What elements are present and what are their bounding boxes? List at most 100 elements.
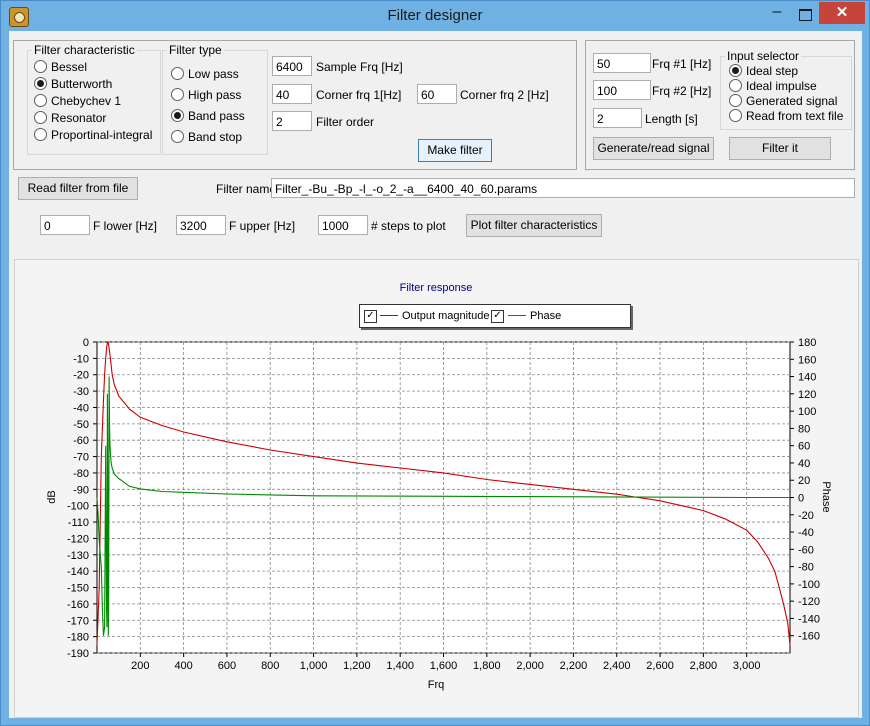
x-tick-label: 600 xyxy=(218,660,236,672)
radio-band-pass[interactable]: Band pass xyxy=(171,108,245,124)
y-tick-label: -20 xyxy=(73,370,89,382)
filter-it-button[interactable]: Filter it xyxy=(729,137,831,160)
magnitude-line xyxy=(96,340,791,645)
frq1-input[interactable]: 50 xyxy=(593,53,651,73)
radio-indicator xyxy=(729,94,742,107)
y2-tick-label: -20 xyxy=(798,510,814,522)
y2-tick-label: 120 xyxy=(798,389,816,401)
y-tick-label: -140 xyxy=(67,566,89,578)
y-axis-label: dB xyxy=(46,490,58,503)
radio-generated-signal[interactable]: Generated signal xyxy=(729,93,837,109)
radio-label: Band pass xyxy=(188,109,245,123)
y-tick-label: -130 xyxy=(67,550,89,562)
radio-label: Generated signal xyxy=(746,94,838,108)
radio-ideal-step[interactable]: Ideal step xyxy=(729,63,798,79)
radio-indicator xyxy=(729,109,742,122)
radio-indicator xyxy=(171,67,184,80)
title-bar: Filter designer – ✕ xyxy=(1,1,869,31)
filter-name-input[interactable]: Filter_-Bu_-Bp_-l_-o_2_-a__6400_40_60.pa… xyxy=(271,178,855,198)
radio-band-stop[interactable]: Band stop xyxy=(171,129,242,145)
steps-input[interactable]: 1000 xyxy=(318,215,368,235)
radio-label: Butterworth xyxy=(51,77,113,91)
maximize-button[interactable] xyxy=(791,3,819,25)
radio-resonator[interactable]: Resonator xyxy=(34,110,106,126)
radio-label: Ideal step xyxy=(746,64,799,78)
f-upper-label: F upper [Hz] xyxy=(229,219,296,233)
magnitude-legend-label: Output magnitude xyxy=(402,310,490,322)
magnitude-legend-swatch xyxy=(380,315,398,316)
filter-order-input[interactable]: 2 xyxy=(272,111,312,131)
radio-indicator xyxy=(34,111,47,124)
make-filter-button[interactable]: Make filter xyxy=(418,139,492,162)
frq2-input[interactable]: 100 xyxy=(593,80,651,100)
radio-high-pass[interactable]: High pass xyxy=(171,87,241,103)
radio-bessel[interactable]: Bessel xyxy=(34,59,87,75)
x-tick-label: 3,000 xyxy=(733,660,761,672)
y2-tick-label: 40 xyxy=(798,458,810,470)
radio-ideal-impulse[interactable]: Ideal impulse xyxy=(729,78,817,94)
chart-axes: 200 400 600 800 1,000 1,200 1,400 1,600 1,800 2,0… xyxy=(67,337,820,672)
magnitude-legend-checkbox[interactable]: ✓ xyxy=(364,310,377,323)
y-tick-label: -40 xyxy=(73,402,89,414)
y-tick-label: -90 xyxy=(73,484,89,496)
minimize-button[interactable]: – xyxy=(772,3,782,20)
radio-butterworth[interactable]: Butterworth xyxy=(34,76,112,92)
y2-tick-label: 80 xyxy=(798,423,810,435)
radio-chebychev[interactable]: Chebychev 1 xyxy=(34,93,121,109)
x-tick-label: 1,000 xyxy=(300,660,328,672)
y-tick-label: -70 xyxy=(73,452,89,464)
corner-frq-1-input[interactable]: 40 xyxy=(272,84,312,104)
phase-line xyxy=(96,376,790,636)
y-tick-label: -170 xyxy=(67,615,89,627)
y-tick-label: -150 xyxy=(67,583,89,595)
x-tick-label: 1,800 xyxy=(473,660,501,672)
radio-label: Read from text file xyxy=(746,109,844,123)
y2-tick-label: -100 xyxy=(798,579,820,591)
f-lower-input[interactable]: 0 xyxy=(40,215,90,235)
radio-label: Bessel xyxy=(51,60,88,74)
y2-tick-label: -120 xyxy=(798,596,820,608)
corner-frq-1-label: Corner frq 1[Hz] xyxy=(316,88,402,102)
input-selector-group: Input selector Ideal step Ideal impulse … xyxy=(720,49,852,130)
x-tick-label: 1,600 xyxy=(430,660,458,672)
read-filter-button[interactable]: Read filter from file xyxy=(18,177,138,200)
radio-indicator xyxy=(171,88,184,101)
filter-response-chart: Filter response 200 400 600 800 1,000 1,200 1,… xyxy=(14,259,859,718)
chart-grid xyxy=(97,341,790,654)
radio-label: Low pass xyxy=(188,67,239,81)
chart-series xyxy=(96,340,791,645)
corner-frq-2-input[interactable]: 60 xyxy=(417,84,457,104)
phase-legend-checkbox[interactable]: ✓ xyxy=(491,310,504,323)
length-input[interactable]: 2 xyxy=(593,108,642,128)
filter-type-group: Filter type Low pass High pass Band pass… xyxy=(162,43,268,155)
filter-order-label: Filter order xyxy=(316,115,375,129)
phase-legend-label: Phase xyxy=(530,310,562,322)
y-tick-label: -110 xyxy=(68,517,89,529)
radio-read-text-file[interactable]: Read from text file xyxy=(729,108,843,124)
radio-label: Chebychev 1 xyxy=(51,94,122,108)
radio-indicator xyxy=(729,79,742,92)
input-selector-title: Input selector xyxy=(725,49,802,63)
f-upper-input[interactable]: 3200 xyxy=(176,215,226,235)
radio-proportional-integral[interactable]: Proportinal-integral xyxy=(34,127,152,143)
steps-label: # steps to plot xyxy=(371,219,446,233)
x-tick-label: 1,200 xyxy=(343,660,371,672)
y2-tick-label: -80 xyxy=(798,562,814,574)
plot-characteristics-button[interactable]: Plot filter characteristics xyxy=(466,214,602,237)
radio-indicator xyxy=(34,94,47,107)
y2-tick-label: -60 xyxy=(798,544,814,556)
close-button[interactable]: ✕ xyxy=(819,2,865,24)
sample-frq-input[interactable]: 6400 xyxy=(272,56,312,76)
x-tick-label: 2,000 xyxy=(516,660,544,672)
y2-tick-label: 160 xyxy=(798,354,816,366)
phase-legend-swatch xyxy=(508,315,526,316)
radio-indicator xyxy=(34,128,47,141)
radio-low-pass[interactable]: Low pass xyxy=(171,66,239,82)
y-tick-label: -60 xyxy=(73,435,89,447)
x-axis-label: Frq xyxy=(428,679,445,691)
y-tick-label: 0 xyxy=(83,337,89,349)
filter-characteristic-group: Filter characteristic Bessel Butterworth… xyxy=(27,43,161,155)
y-tick-label: -80 xyxy=(73,468,89,480)
generate-signal-button[interactable]: Generate/read signal xyxy=(593,137,714,160)
y-tick-label: -190 xyxy=(67,648,89,660)
